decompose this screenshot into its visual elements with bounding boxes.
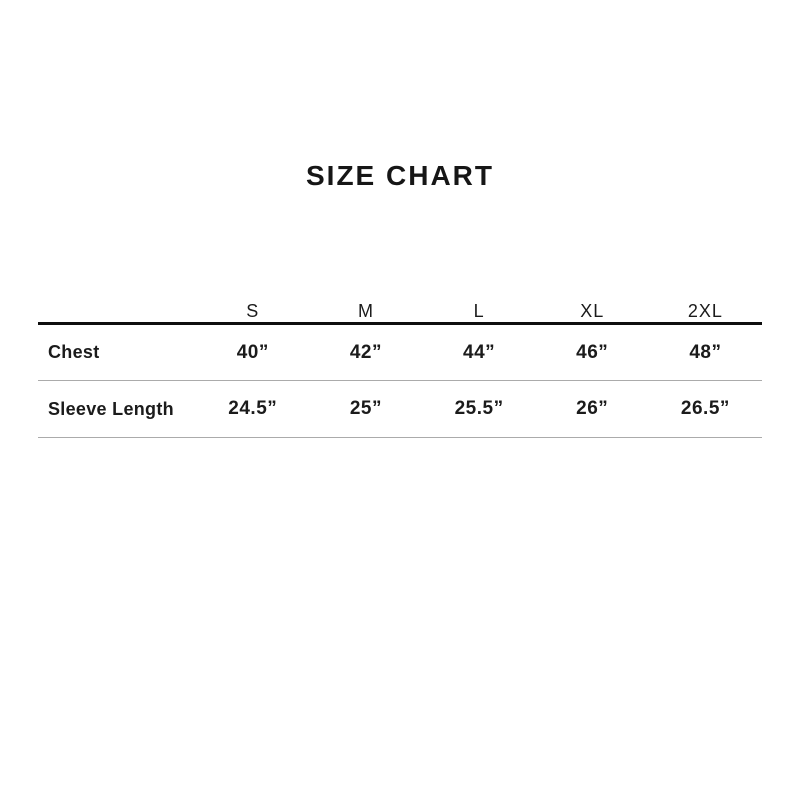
sleeve-value-xl: 26”	[535, 380, 649, 438]
size-chart-table: S M L XL 2XL Chest 40” 42” 44” 46” 48” S…	[38, 282, 762, 438]
page-title: SIZE CHART	[306, 160, 494, 191]
sleeve-value-2xl: 26.5”	[648, 380, 762, 438]
table-row-sleeve-length: Sleeve Length 24.5” 25” 25.5” 26” 26.5”	[38, 380, 762, 438]
column-header-2xl: 2XL	[648, 282, 762, 325]
column-header-xl: XL	[535, 282, 649, 325]
corner-cell	[38, 282, 197, 325]
sleeve-value-s: 24.5”	[196, 380, 310, 438]
column-header-m: M	[309, 282, 423, 325]
chest-value-2xl: 48”	[648, 323, 762, 381]
chest-value-xl: 46”	[535, 323, 649, 381]
row-label-sleeve-length: Sleeve Length	[38, 380, 197, 438]
sleeve-value-m: 25”	[309, 380, 423, 438]
chest-value-l: 44”	[422, 323, 536, 381]
column-header-s: S	[196, 282, 310, 325]
table-row-chest: Chest 40” 42” 44” 46” 48”	[38, 323, 762, 381]
table-header-row: S M L XL 2XL	[38, 282, 762, 325]
sleeve-value-l: 25.5”	[422, 380, 536, 438]
row-label-chest: Chest	[38, 323, 197, 381]
chest-value-s: 40”	[196, 323, 310, 381]
column-header-l: L	[422, 282, 536, 325]
chest-value-m: 42”	[309, 323, 423, 381]
